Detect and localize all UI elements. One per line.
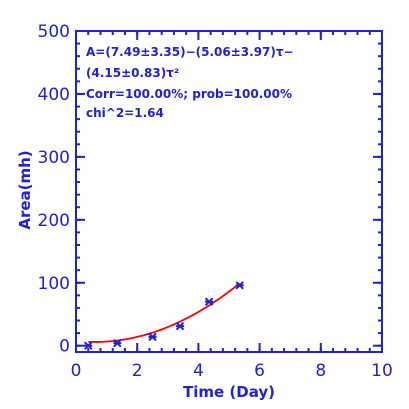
fit-annotation-line-4: chi^2=1.64 xyxy=(86,106,164,120)
y-tick-label: 0 xyxy=(59,337,70,357)
data-point xyxy=(113,338,122,348)
plot-area xyxy=(84,281,244,350)
fit-annotation-line-3: Corr=100.00%; prob=100.00% xyxy=(86,87,292,101)
x-tick-label: 2 xyxy=(132,361,143,381)
data-point xyxy=(84,341,93,350)
fit-curve xyxy=(88,282,241,343)
y-tick-label: 400 xyxy=(38,85,70,105)
y-tick-label: 100 xyxy=(38,274,70,294)
data-point xyxy=(148,332,157,342)
y-axis-label: Area(mh) xyxy=(16,150,34,229)
data-point xyxy=(175,321,185,331)
y-tick-label: 300 xyxy=(38,148,70,168)
x-tick-label: 4 xyxy=(193,361,204,381)
plot-frame xyxy=(75,30,383,353)
x-tick-label: 8 xyxy=(315,361,326,381)
y-tick-label: 200 xyxy=(38,211,70,231)
data-point xyxy=(235,281,244,290)
x-axis-label: Time (Day) xyxy=(183,383,275,401)
x-tick-label: 6 xyxy=(254,361,265,381)
data-point xyxy=(204,297,214,306)
x-tick-label: 10 xyxy=(371,361,393,381)
x-tick-label: 0 xyxy=(71,361,82,381)
fit-annotation-line-2: (4.15±0.83)τ² xyxy=(86,66,179,80)
fit-annotation-line-1: A=(7.49±3.35)−(5.06±3.97)τ− xyxy=(86,45,294,59)
y-tick-label: 500 xyxy=(38,22,70,42)
